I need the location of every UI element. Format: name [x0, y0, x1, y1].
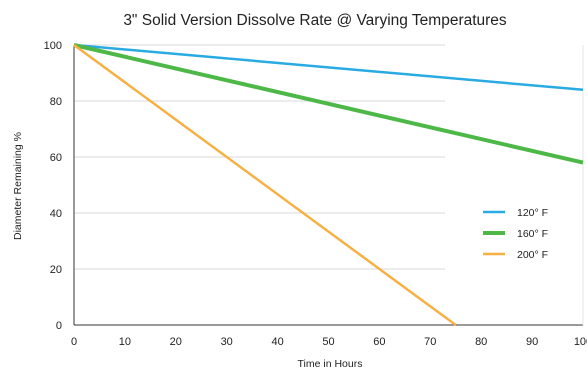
chart-title: 3" Solid Version Dissolve Rate @ Varying… — [123, 12, 507, 29]
legend-label-2: 160° F — [517, 228, 548, 240]
x-axis-title: Time in Hours — [298, 358, 363, 370]
y-axis-title: Diameter Remaining % — [12, 132, 24, 240]
y-tick-label: 80 — [50, 96, 62, 108]
series-line-1 — [73, 43, 584, 92]
y-tick-label: 100 — [44, 40, 62, 52]
series-line-3 — [73, 43, 457, 327]
x-tick-label: 0 — [71, 336, 77, 348]
axes — [73, 45, 584, 326]
x-tick-label: 90 — [526, 336, 538, 348]
x-tick-label: 70 — [424, 336, 436, 348]
x-tick-labels: 0 10 20 30 40 50 60 70 80 90 100 — [71, 336, 587, 348]
y-tick-label: 0 — [56, 320, 62, 332]
x-tick-label: 50 — [322, 336, 334, 348]
x-tick-label: 10 — [119, 336, 131, 348]
x-tick-label: 80 — [475, 336, 487, 348]
legend-label-3: 200° F — [517, 249, 548, 261]
legend: 120° F 160° F 200° F — [483, 207, 548, 261]
grid-lines — [74, 44, 445, 270]
x-tick-label: 60 — [373, 336, 385, 348]
y-tick-label: 20 — [50, 264, 62, 276]
series-lines — [73, 43, 584, 327]
series-line-2 — [73, 43, 584, 165]
y-tick-labels: 0 20 40 60 80 100 — [44, 40, 62, 332]
legend-label-1: 120° F — [517, 207, 548, 219]
x-tick-label: 20 — [170, 336, 182, 348]
x-tick-label: 100 — [574, 336, 587, 348]
y-tick-label: 60 — [50, 152, 62, 164]
x-tick-label: 30 — [221, 336, 233, 348]
x-tick-label: 40 — [271, 336, 283, 348]
y-tick-label: 40 — [50, 208, 62, 220]
